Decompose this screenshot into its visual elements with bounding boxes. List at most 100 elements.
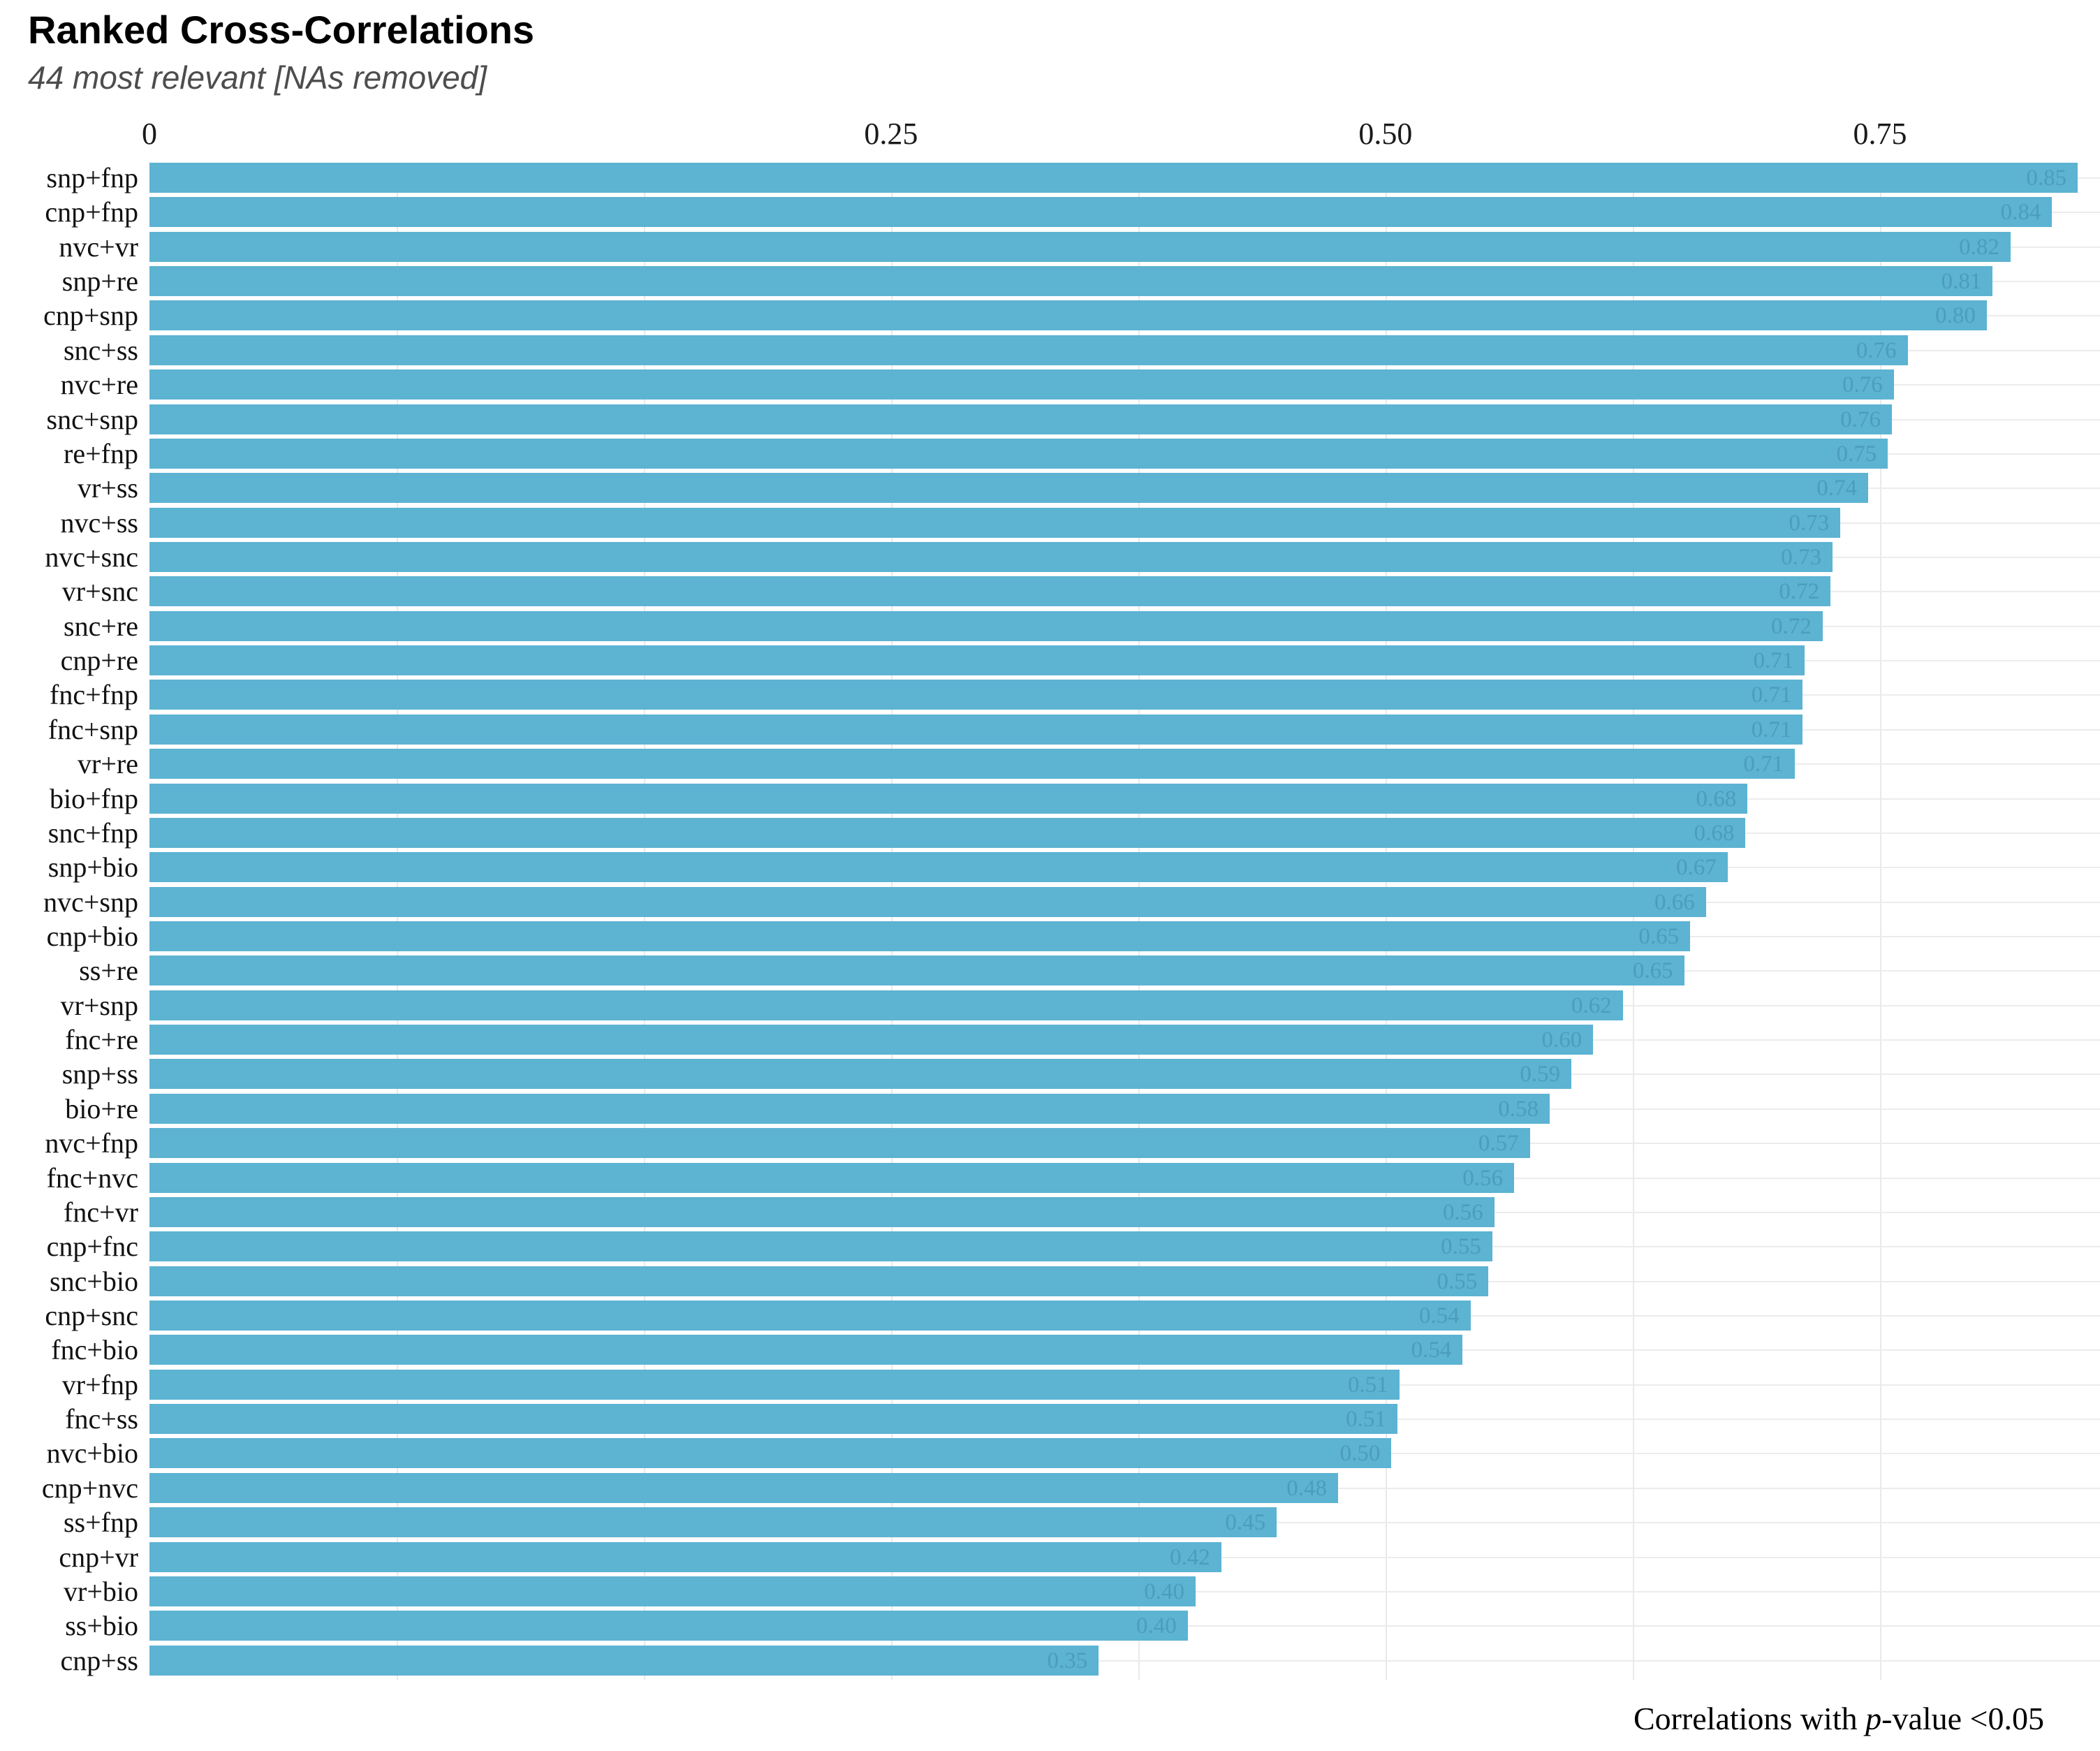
bar-nvc+vr: 0.82 — [149, 232, 2011, 262]
y-axis-label-cnp+ss: cnp+ss — [60, 1645, 138, 1676]
y-axis-label-vr+fnp: vr+fnp — [61, 1369, 138, 1400]
bar-fnc+bio: 0.54 — [149, 1335, 1463, 1365]
y-axis-label-cnp+vr: cnp+vr — [59, 1541, 138, 1573]
y-axis-label-ss+fnp: ss+fnp — [63, 1507, 138, 1538]
caption-p-italic: p — [1865, 1701, 1882, 1736]
y-axis-label-vr+snp: vr+snp — [60, 990, 138, 1021]
bar-fnc+snp: 0.71 — [149, 715, 1803, 745]
y-axis-label-nvc+vr: nvc+vr — [59, 231, 138, 263]
y-axis-label-snc+fnp: snc+fnp — [47, 817, 138, 849]
bar-vr+snc: 0.72 — [149, 576, 1831, 606]
bar-value-label: 0.40 — [1136, 1613, 1177, 1639]
y-axis-label-fnc+nvc: fnc+nvc — [46, 1162, 138, 1194]
bar-value-label: 0.75 — [1836, 441, 1877, 467]
bar-nvc+re: 0.76 — [149, 369, 1894, 400]
y-axis-label-nvc+fnp: nvc+fnp — [45, 1127, 138, 1159]
bar-cnp+snp: 0.80 — [149, 300, 1987, 330]
bar-fnc+nvc: 0.56 — [149, 1163, 1514, 1193]
bar-value-label: 0.72 — [1771, 614, 1812, 639]
y-axis-label-snc+ss: snc+ss — [63, 335, 138, 366]
y-axis-label-cnp+snc: cnp+snc — [45, 1300, 138, 1331]
y-axis-label-snc+re: snc+re — [64, 610, 138, 642]
bar-value-label: 0.81 — [1941, 269, 1982, 294]
y-axis-label-ss+re: ss+re — [79, 955, 138, 986]
bar-value-label: 0.56 — [1442, 1200, 1483, 1225]
y-axis-label-vr+snc: vr+snc — [61, 576, 138, 607]
y-axis-label-snc+snp: snc+snp — [46, 404, 138, 435]
chart-subtitle: 44 most relevant [NAs removed] — [28, 59, 487, 96]
y-axis-label-cnp+nvc: cnp+nvc — [41, 1472, 138, 1504]
bar-value-label: 0.71 — [1753, 648, 1794, 673]
bar-value-label: 0.57 — [1478, 1131, 1519, 1156]
y-axis-label-snp+ss: snp+ss — [61, 1058, 138, 1090]
bar-vr+snp: 0.62 — [149, 990, 1623, 1020]
bar-value-label: 0.51 — [1346, 1407, 1386, 1432]
caption-prefix: Correlations with — [1633, 1701, 1866, 1736]
bar-value-label: 0.62 — [1571, 993, 1612, 1018]
bar-bio+fnp: 0.68 — [149, 784, 1748, 814]
bar-cnp+nvc: 0.48 — [149, 1473, 1338, 1503]
x-tick-label-0: 0 — [142, 117, 157, 151]
y-axis-label-re+fnp: re+fnp — [64, 438, 138, 469]
x-tick-label-050: 0.50 — [1358, 117, 1413, 151]
bar-nvc+bio: 0.50 — [149, 1438, 1392, 1468]
bar-value-label: 0.71 — [1751, 682, 1792, 708]
y-axis-label-snp+fnp: snp+fnp — [46, 162, 138, 193]
bar-cnp+re: 0.71 — [149, 645, 1805, 675]
y-axis-label-fnc+fnp: fnc+fnp — [50, 679, 138, 710]
bar-cnp+fnp: 0.84 — [149, 197, 2053, 227]
bar-value-label: 0.50 — [1339, 1441, 1381, 1466]
bar-value-label: 0.55 — [1437, 1269, 1478, 1294]
bar-value-label: 0.45 — [1225, 1510, 1266, 1535]
bar-snp+ss: 0.59 — [149, 1059, 1572, 1089]
bar-value-label: 0.59 — [1520, 1062, 1561, 1087]
bar-value-label: 0.76 — [1842, 372, 1883, 397]
bar-value-label: 0.74 — [1816, 476, 1857, 501]
bar-value-label: 0.71 — [1743, 752, 1784, 777]
bar-vr+re: 0.71 — [149, 749, 1796, 779]
bar-value-label: 0.73 — [1789, 511, 1830, 536]
y-axis-label-snc+bio: snc+bio — [50, 1266, 138, 1297]
bar-value-label: 0.54 — [1418, 1303, 1460, 1328]
bar-value-label: 0.76 — [1856, 338, 1897, 363]
bar-fnc+re: 0.60 — [149, 1025, 1594, 1055]
bar-value-label: 0.82 — [1959, 235, 1999, 260]
x-tick-label-075: 0.75 — [1853, 117, 1907, 151]
bar-cnp+bio: 0.65 — [149, 921, 1691, 951]
bar-value-label: 0.65 — [1632, 958, 1673, 983]
y-axis-label-cnp+re: cnp+re — [60, 645, 138, 676]
bar-value-label: 0.51 — [1347, 1372, 1388, 1398]
bar-value-label: 0.72 — [1779, 579, 1820, 604]
y-axis-label-vr+ss: vr+ss — [77, 472, 138, 504]
y-axis-label-nvc+ss: nvc+ss — [60, 507, 138, 539]
y-axis-label-cnp+fnp: cnp+fnp — [45, 196, 138, 228]
y-axis-label-vr+re: vr+re — [78, 748, 138, 779]
bar-value-label: 0.76 — [1840, 407, 1881, 432]
y-axis-labels: snp+fnp cnp+fnp nvc+vr snp+re cnp+snp snc+ss n… — [0, 163, 144, 1680]
bar-value-label: 0.48 — [1286, 1476, 1327, 1501]
bar-value-label: 0.68 — [1696, 786, 1737, 812]
bar-value-label: 0.80 — [1935, 303, 1976, 328]
bar-value-label: 0.71 — [1751, 717, 1792, 742]
bar-value-label: 0.68 — [1694, 821, 1735, 846]
y-axis-label-nvc+snc: nvc+snc — [45, 541, 138, 573]
bar-value-label: 0.42 — [1170, 1545, 1210, 1570]
bar-value-label: 0.54 — [1411, 1338, 1452, 1363]
bar-snc+bio: 0.55 — [149, 1266, 1489, 1296]
bar-value-label: 0.84 — [2000, 200, 2041, 225]
bar-fnc+vr: 0.56 — [149, 1197, 1495, 1227]
bar-vr+ss: 0.74 — [149, 473, 1868, 503]
y-axis-label-fnc+re: fnc+re — [65, 1024, 138, 1055]
bar-value-label: 0.58 — [1498, 1097, 1539, 1122]
bar-re+fnp: 0.75 — [149, 439, 1888, 469]
bar-cnp+fnc: 0.55 — [149, 1231, 1492, 1261]
caption-suffix: -value <0.05 — [1881, 1701, 2044, 1736]
bar-snc+ss: 0.76 — [149, 335, 1908, 365]
y-axis-label-bio+fnp: bio+fnp — [50, 783, 138, 814]
bar-bio+re: 0.58 — [149, 1094, 1550, 1124]
x-axis-tick-labels: 0 0.25 0.50 0.75 — [0, 116, 2100, 154]
bar-ss+re: 0.65 — [149, 955, 1684, 986]
bar-value-label: 0.60 — [1541, 1027, 1583, 1053]
bar-vr+bio: 0.40 — [149, 1576, 1196, 1606]
y-axis-label-fnc+ss: fnc+ss — [65, 1403, 138, 1435]
